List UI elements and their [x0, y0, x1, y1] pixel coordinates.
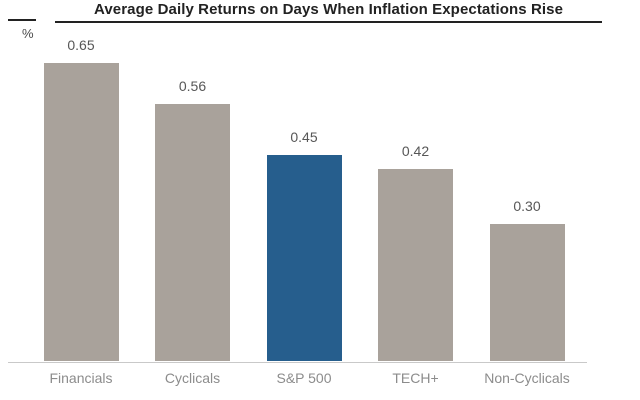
- category-label-tech: TECH+: [392, 370, 439, 386]
- bar-value-label-financials: 0.65: [67, 37, 95, 53]
- category-label-financials: Financials: [49, 370, 113, 386]
- category-label-cyclicals: Cyclicals: [164, 370, 221, 386]
- bar-tech: [378, 169, 453, 361]
- bar-s-p-500: [266, 155, 342, 361]
- y-axis-unit-label: %: [22, 26, 34, 41]
- bar-financials: [43, 63, 119, 361]
- bar-non-cyclicals: [489, 224, 565, 361]
- bar-value-label-s-p-500: 0.45: [290, 129, 318, 145]
- bar-value-label-non-cyclicals: 0.30: [513, 198, 541, 214]
- bar-value-label-tech: 0.42: [401, 143, 430, 159]
- category-label-s-p-500: S&P 500: [276, 370, 332, 386]
- bar-value-label-cyclicals: 0.56: [178, 78, 207, 94]
- chart-header: Average Daily Returns on Days When Infla…: [55, 2, 602, 23]
- chart-title: Average Daily Returns on Days When Infla…: [93, 1, 564, 18]
- bar-cyclicals: [155, 104, 230, 361]
- category-label-non-cyclicals: Non-Cyclicals: [484, 370, 570, 386]
- x-axis-line: [8, 362, 587, 363]
- top-left-rule: [8, 19, 36, 21]
